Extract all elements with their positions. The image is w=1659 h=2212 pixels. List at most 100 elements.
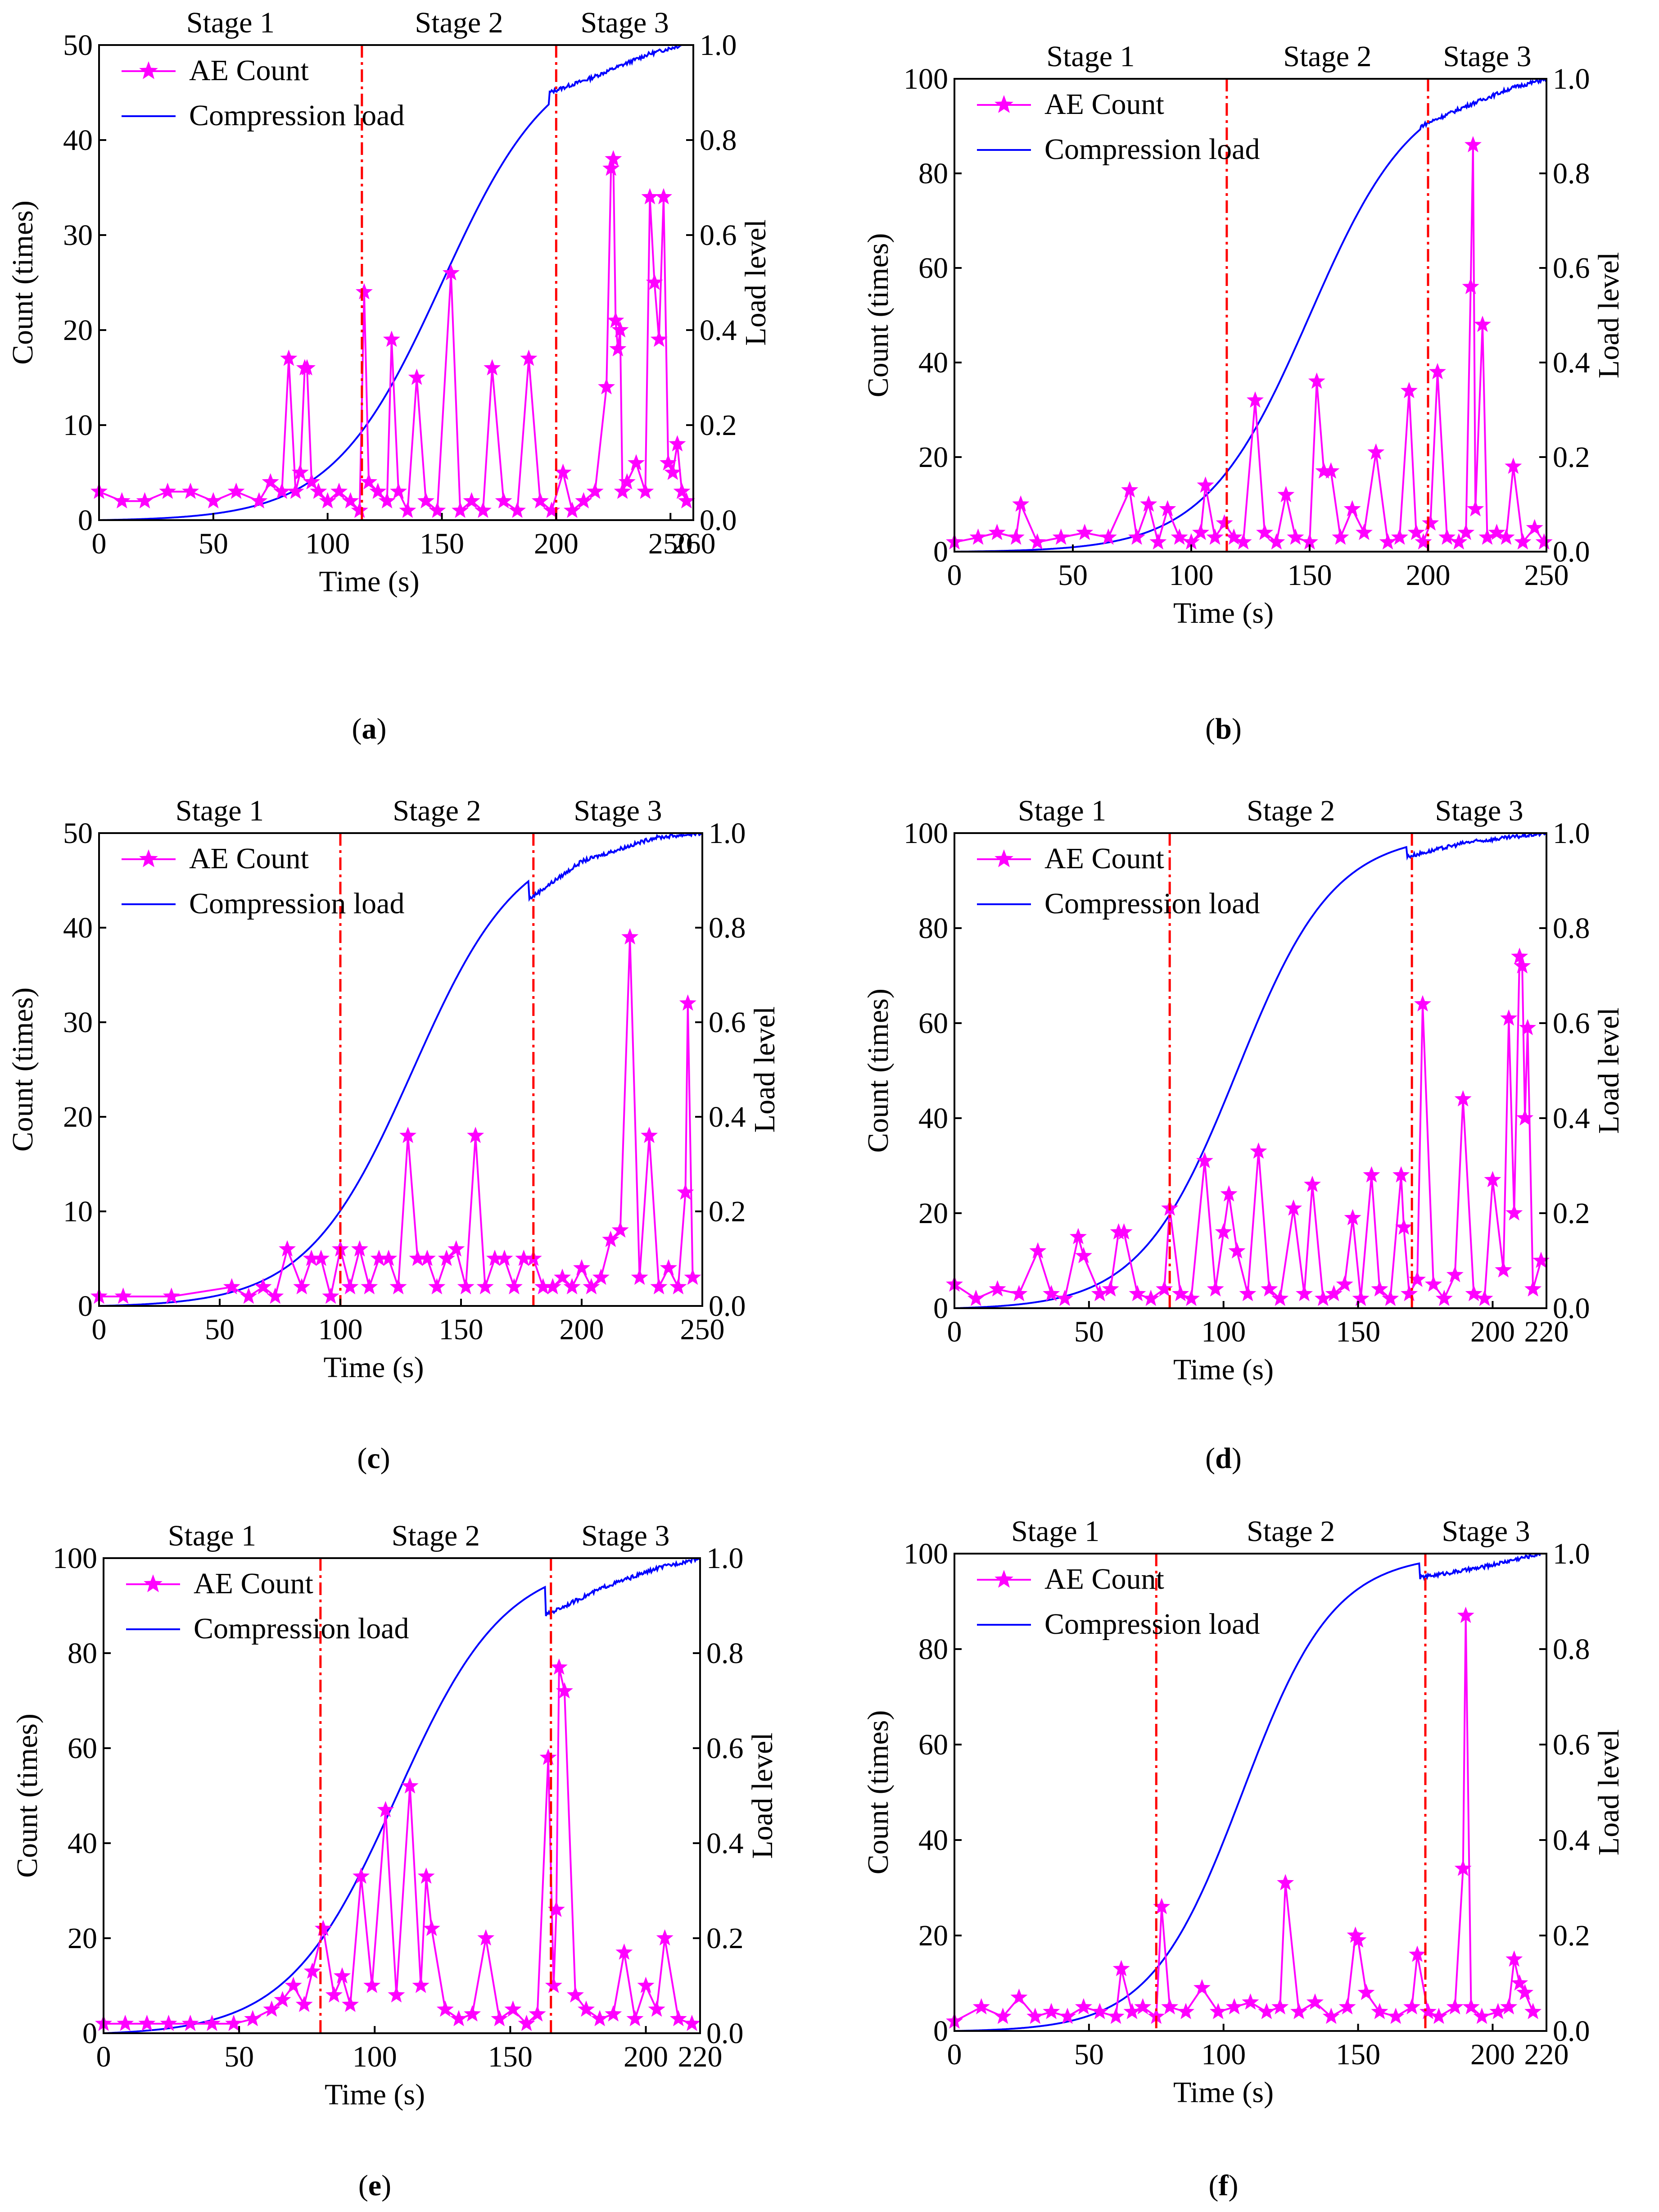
x-tick-label: 150 (439, 1313, 484, 1346)
ae-count-point (377, 1801, 394, 1818)
ae-count-point (1247, 391, 1264, 408)
ae-count-point (1352, 1289, 1370, 1306)
ae-count-point (1401, 1285, 1418, 1301)
x-tick-label: 200 (534, 527, 579, 560)
ae-count-point (1422, 514, 1439, 531)
y-tick-label: 100 (53, 1542, 97, 1575)
panel-caption: (b) (1205, 712, 1242, 745)
plot-frame (954, 78, 1547, 553)
y2-tick-label: 0.8 (709, 911, 746, 944)
ae-count-point (621, 928, 639, 945)
ae-count-point (160, 2014, 177, 2031)
x-tick-label: 0 (92, 527, 107, 560)
ae-count-point (1395, 1218, 1413, 1235)
chart-panel-e: 0 50 100 150 200 220 0 20 40 60 80 100 0.0 0.2 0.4 0.6 0… (11, 1519, 779, 2202)
y2-tick-label: 0.0 (709, 1290, 746, 1323)
ae-count-point (138, 2014, 156, 2031)
x-tick-label: 150 (1288, 559, 1332, 592)
x-tick-label: 0 (947, 2038, 962, 2071)
ae-count-point (267, 1287, 284, 1304)
y2-tick-label: 0.4 (700, 314, 737, 347)
x-tick-label: 150 (1336, 2038, 1380, 2071)
legend-star-icon (139, 61, 158, 79)
ae-count-point (287, 482, 304, 499)
ae-count-point (303, 1962, 321, 1979)
ae-count-point (463, 492, 480, 508)
ae-count-point (159, 482, 176, 499)
ae-count-point (1387, 2008, 1405, 2024)
ae-count-point (1296, 1285, 1313, 1301)
ae-count-point (1516, 1109, 1534, 1126)
ae-count-point (1474, 316, 1491, 332)
chart-panel-c: 0 50 100 150 200 250 0 10 20 30 40 50 0.0 0.2 0.4 0.6 0.… (6, 794, 781, 1475)
y-tick-label: 50 (63, 817, 93, 850)
ae-count-point (1505, 458, 1522, 474)
y-tick-label: 0 (933, 2015, 948, 2048)
ae-count-point (611, 321, 629, 338)
ae-count-point (1012, 495, 1030, 512)
stage-label: Stage 3 (581, 6, 669, 39)
y-tick-label: 20 (63, 1101, 93, 1133)
plot-frame (98, 832, 703, 1307)
legend-star-icon (994, 849, 1013, 867)
y-tick-label: 60 (68, 1732, 97, 1765)
ae-count-point (618, 473, 636, 490)
ae-count-point (677, 1183, 694, 1200)
ae-count-point (1129, 1285, 1146, 1301)
legend-load-label: Compression load (194, 1612, 409, 1645)
x-tick-label: 50 (1074, 1315, 1104, 1348)
ae-count-point (1524, 1280, 1542, 1296)
ae-count-point (240, 1287, 258, 1304)
y-tick-label: 30 (63, 219, 93, 252)
stage-label: Stage 2 (392, 1519, 480, 1552)
ae-count-point (1099, 528, 1117, 545)
y2-tick-label: 0.6 (709, 1006, 746, 1039)
ae-count-point (223, 1278, 240, 1295)
ae-count-point (136, 492, 154, 508)
x-tick-label: 100 (305, 527, 350, 560)
x-axis-label: Time (s) (1173, 1353, 1274, 1386)
ae-count-point (1524, 2003, 1542, 2019)
stage-label: Stage 1 (186, 6, 275, 39)
ae-count-point (1134, 1998, 1152, 2015)
ae-count-point (1478, 528, 1496, 545)
y-tick-label: 30 (63, 1006, 93, 1039)
y-tick-label: 50 (63, 29, 93, 62)
ae-count-point (319, 492, 336, 508)
ae-count-point (363, 1976, 381, 1993)
x-axis-label: Time (s) (323, 1351, 424, 1384)
ae-count-point (1256, 524, 1274, 540)
ae-count-point (1409, 1945, 1426, 1962)
ae-count-point (988, 524, 1006, 540)
y-tick-label: 20 (68, 1922, 97, 1955)
stage-label: Stage 2 (1247, 1515, 1335, 1548)
ae-count-point (1043, 2003, 1060, 2019)
ae-count-point (1304, 1175, 1321, 1192)
y-tick-label: 20 (918, 1197, 948, 1230)
ae-count-point (312, 1250, 330, 1266)
ae-count-point (1029, 1242, 1047, 1259)
ae-count-point (1505, 1950, 1523, 1967)
ae-count-point (586, 482, 604, 499)
ae-count-point (1209, 2003, 1227, 2019)
ae-count-point (1535, 533, 1553, 550)
ae-count-point (566, 1986, 584, 2003)
ae-count-point (285, 1976, 302, 1993)
ae-count-point (457, 1278, 475, 1295)
ae-count-point (383, 331, 400, 347)
ae-count-point (474, 501, 492, 518)
x-tick-label: 200 (1470, 2038, 1515, 2071)
ae-count-point (641, 188, 659, 204)
ae-count-point (244, 2010, 262, 2026)
ae-count-point (1091, 1285, 1108, 1301)
x-tick-label: 0 (92, 1313, 107, 1346)
ae-count-point (1308, 372, 1325, 389)
ae-count-point (1171, 528, 1188, 545)
y2-tick-label: 0.0 (700, 504, 737, 537)
ae-count-point (181, 2014, 199, 2031)
ae-count-point (578, 2000, 595, 2017)
y-tick-label: 60 (918, 1728, 948, 1761)
ae-count-point (351, 501, 368, 518)
y-axis-label: Count (times) (11, 1713, 44, 1878)
ae-count-point (531, 492, 549, 508)
